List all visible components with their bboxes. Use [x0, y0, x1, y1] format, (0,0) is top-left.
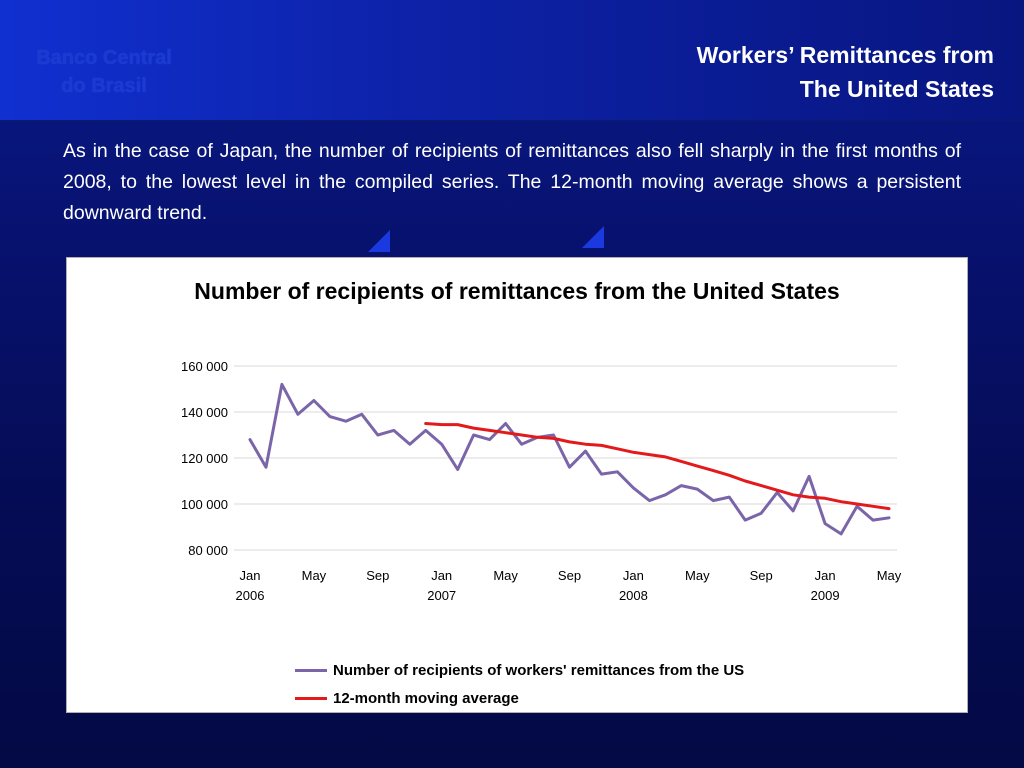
y-tick-label: 160 000 [181, 359, 228, 374]
legend-swatch [295, 696, 327, 700]
x-tick-label: May [302, 568, 327, 583]
x-tick-year-label: 2009 [811, 588, 840, 603]
legend-label: Number of recipients of workers' remitta… [333, 661, 745, 679]
x-tick-label: May [493, 568, 518, 583]
x-tick-label: Jan [431, 568, 452, 583]
slide-title: Workers’ Remittances from The United Sta… [697, 38, 994, 106]
decorative-shape [582, 226, 604, 248]
x-tick-label: Jan [815, 568, 836, 583]
legend-label: 12-month moving average [333, 689, 519, 707]
logo-line-1: Banco Central [36, 47, 172, 69]
legend-swatch [295, 668, 327, 672]
decorative-shape [368, 230, 390, 252]
x-tick-year-label: 2007 [427, 588, 456, 603]
y-tick-label: 120 000 [181, 451, 228, 466]
legend-item: Number of recipients of workers' remitta… [295, 656, 744, 684]
x-tick-label: May [685, 568, 710, 583]
chart-svg: 160 000 140 000 120 000 100 000 80 000 Jan 200… [181, 359, 902, 603]
y-tick-label: 140 000 [181, 405, 228, 420]
legend-item: 12-month moving average [295, 684, 744, 712]
series-line-recipients [248, 382, 891, 536]
x-tick-label: Jan [623, 568, 644, 583]
x-tick-label: May [877, 568, 902, 583]
x-tick-label: Sep [750, 568, 773, 583]
body-paragraph: As in the case of Japan, the number of r… [63, 140, 961, 224]
x-tick-label: Sep [558, 568, 581, 583]
x-tick-year-label: 2006 [236, 588, 265, 603]
chart-title: Number of recipients of remittances from… [194, 278, 840, 304]
series-line-moving-average [424, 422, 891, 511]
x-tick-label: Sep [366, 568, 389, 583]
x-tick-label: Jan [240, 568, 261, 583]
slide-title-line-2: The United States [799, 76, 994, 102]
y-tick-label: 80 000 [188, 543, 228, 558]
y-tick-label: 100 000 [181, 497, 228, 512]
chart-legend: Number of recipients of workers' remitta… [295, 656, 744, 712]
logo-line-2: do Brasil [61, 75, 147, 97]
bank-logo-text: Banco Central do Brasil [14, 44, 194, 100]
x-tick-year-label: 2008 [619, 588, 648, 603]
slide-title-line-1: Workers’ Remittances from [696, 42, 994, 68]
chart-panel: Number of recipients of remittances from… [66, 257, 968, 713]
slide-header: Banco Central do Brasil Workers’ Remitta… [0, 0, 1024, 121]
